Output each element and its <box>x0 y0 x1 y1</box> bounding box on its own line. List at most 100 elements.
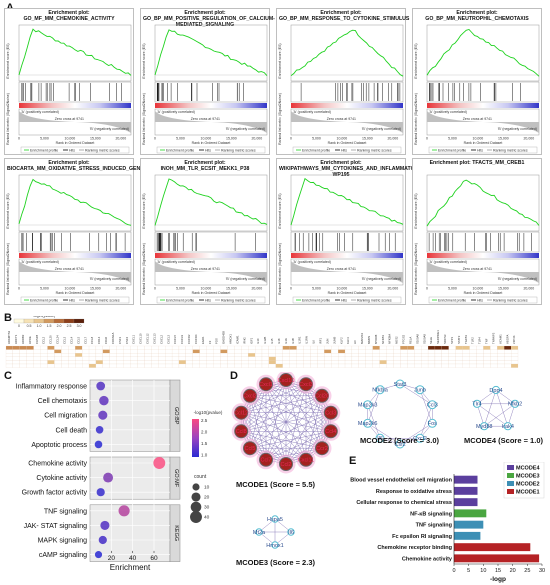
network-node-label: Irak4 <box>502 424 514 430</box>
gsea-zero-cross-label: Zero cross at 9741 <box>191 117 220 121</box>
gsea-legend-profile: Enrichment profile <box>166 298 194 302</box>
heatmap-gene-label: JUNB <box>332 337 336 344</box>
gsea-zero-cross-label: Zero cross at 9741 <box>55 117 84 121</box>
heatmap-gene-label: NFKBIA <box>388 334 392 344</box>
network-node: Csf2 <box>394 439 406 449</box>
network-node-label: Csf2 <box>394 442 405 448</box>
gsea-metric-axis-label: Ranked list metric (Signal2Noise) <box>6 93 10 145</box>
network-node-label: Ccl4 <box>325 429 336 435</box>
bar-category-label: Fc epsilon RI signaling <box>392 534 452 540</box>
network-node-label: Dpp4 <box>489 388 502 394</box>
network-node: Map2k3 <box>358 400 377 410</box>
dotplot-pvalue-legend-tick: 2.5 <box>201 418 208 423</box>
heatmap-gene-label: CDKN1A <box>111 333 115 344</box>
gsea-hits <box>426 81 540 103</box>
gsea-positive-label: 'A' (positively correlated) <box>157 110 195 114</box>
heatmap-gene-label: GADD45B <box>222 331 226 344</box>
gsea-negative-label: 'B' (negatively correlated) <box>90 127 129 131</box>
gsea-legend-metric: Ranking metric scores <box>357 148 392 152</box>
heatmap-legend-label: -log10(pvalue) <box>33 316 55 318</box>
heatmap-gene-label: TGFB1 <box>464 335 468 344</box>
dotplot-category-label: Growth factor activity <box>22 490 88 497</box>
dotplot-pvalue-legend-tick: 1.0 <box>201 453 208 458</box>
gsea-x-tick: 15,000 <box>90 137 101 141</box>
gsea-x-tick: 20,000 <box>251 287 262 291</box>
dotplot-x-axis-label: Enrichment <box>110 563 151 572</box>
heatmap-gene-label: VCAM1 <box>498 334 502 344</box>
gsea-x-tick: 0 <box>290 287 292 291</box>
gsea-legend-metric: Ranking metric scores <box>493 148 528 152</box>
bar-legend-label: MCODE1 <box>516 490 540 496</box>
heatmap-gene-label: ADCY1 <box>14 334 18 344</box>
bar <box>454 498 478 507</box>
gsea-x-tick: 20,000 <box>387 137 398 141</box>
gsea-metric-axis-label: Ranked list metric (Signal2Noise) <box>414 93 418 145</box>
gsea-x-tick: 5,000 <box>40 287 49 291</box>
gsea-ranking-gradient <box>291 253 403 258</box>
heatmap-gene-label: CXCL13 <box>152 333 156 344</box>
heatmap-gene-label: FOS <box>215 338 219 344</box>
gsea-negative-label: 'B' (negatively correlated) <box>362 127 401 131</box>
gsea-hits <box>154 231 268 253</box>
bar <box>454 509 487 518</box>
panel-label-b: B <box>4 312 12 324</box>
dotplot-group-label: GO:MF <box>173 469 179 488</box>
gsea-legend: Enrichment profile Hits Ranking metric sco… <box>292 146 402 154</box>
bar <box>454 554 540 563</box>
bar-category-label: Chemokine activity <box>402 556 453 562</box>
panel-label-c: C <box>4 370 12 382</box>
mcode3-title: MCODE3 (Score = 2.3) <box>236 558 315 567</box>
heatmap-gene-label: IL1A <box>284 338 288 344</box>
network-node: Ccl3 <box>321 403 341 423</box>
dotplot-x-tick: 40 <box>129 555 137 562</box>
gsea-hits <box>18 81 132 103</box>
network-node: Nfkbia <box>372 385 389 395</box>
network-node: Map2k6 <box>358 418 377 428</box>
heatmap-gene-label: LIF <box>353 340 357 344</box>
dotplot-category-label: Inflammatory response <box>16 384 87 391</box>
gsea-legend: Enrichment profile Hits Ranking metric sco… <box>20 296 130 304</box>
gsea-metric-area <box>155 111 267 133</box>
gsea-x-tick: 0 <box>426 137 428 141</box>
network-node-label: Hspa5 <box>267 517 283 523</box>
heatmap-legend-tick: 0.5 <box>27 324 32 328</box>
gsea-zero-cross-label: Zero cross at 9741 <box>55 267 84 271</box>
network-node-label: Il6 <box>377 436 383 442</box>
gsea-enrichment-curve <box>290 29 404 77</box>
gsea-es-frame <box>426 174 540 232</box>
network-node-label: Cxcl2 <box>413 436 427 442</box>
network-node: Ccr2 <box>312 438 332 458</box>
gsea-plot-title: Enrichment plot: BIOCARTA_MM_OXIDATIVE_S… <box>7 160 209 172</box>
bar-x-tick: 25 <box>524 568 530 574</box>
heatmap-gene-label: CSF1 <box>118 336 122 344</box>
gsea-legend-metric: Ranking metric scores <box>357 298 392 302</box>
gsea-es-axis-label: Enrichment score (ES) <box>278 43 282 78</box>
heatmap-gene-label: ZFP36 <box>512 335 516 344</box>
heatmap-gene-label: CCL7 <box>83 336 87 344</box>
heatmap-gene-label: CD14 <box>97 336 101 344</box>
bar <box>454 486 478 495</box>
mcode4-cluster: Dpp4 Nfkb2 Irak4 Myd88 Tlr4 <box>472 385 522 431</box>
gsea-zero-cross-label: Zero cross at 9741 <box>463 117 492 121</box>
gsea-x-tick: 10,000 <box>201 137 212 141</box>
dotplot-count-legend-tick: 40 <box>204 515 210 521</box>
heatmap-gene-label: MYD88 <box>374 334 378 344</box>
dotplot-point <box>100 520 110 530</box>
dotplot-pvalue-legend-tick: 1.5 <box>201 441 208 446</box>
gsea-x-tick: 5,000 <box>176 287 185 291</box>
network-node: Cxcl11 <box>296 450 316 470</box>
heatmap-gene-label: CCL20 <box>49 335 53 344</box>
dotplot-point <box>98 410 108 420</box>
gsea-metric-area <box>427 261 539 283</box>
mcode4-title: MCODE4 (Score = 1.0) <box>464 436 543 445</box>
network-node: Ccl3 <box>427 400 438 410</box>
gsea-x-tick: 5,000 <box>176 137 185 141</box>
gsea-enrichment-curve <box>18 28 132 76</box>
gsea-legend-profile: Enrichment profile <box>30 148 58 152</box>
gsea-hits <box>154 81 268 103</box>
gsea-negative-label: 'B' (negatively correlated) <box>226 127 265 131</box>
heatmap-legend-tick: 3.0 <box>77 324 82 328</box>
gsea-x-tick: 10,000 <box>201 287 212 291</box>
dotplot-group-panel <box>89 504 171 562</box>
